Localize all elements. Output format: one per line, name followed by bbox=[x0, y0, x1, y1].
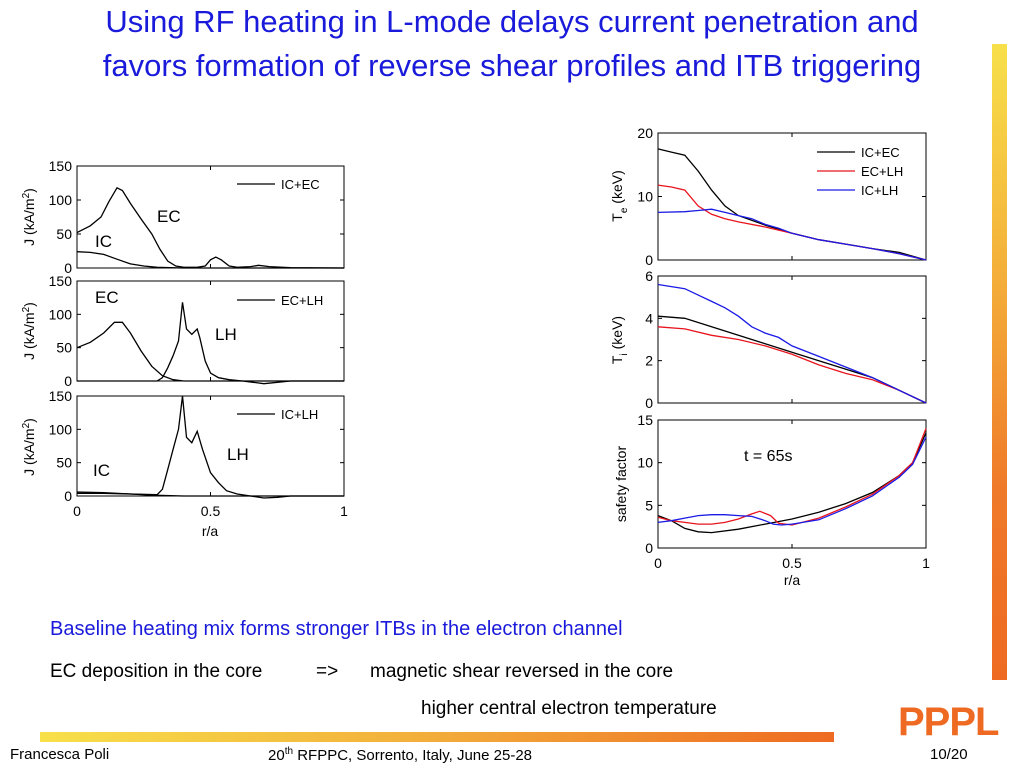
q-ytick-label-2: 10 bbox=[637, 455, 653, 471]
body-line-1-left: EC deposition in the core bbox=[50, 661, 263, 682]
j_ic_lh-ytick-label-3: 150 bbox=[49, 388, 73, 404]
ti-ytick-label-1: 2 bbox=[645, 353, 653, 369]
q-ylabel: safety factor bbox=[613, 446, 629, 523]
j_ic_ec-ylabel: J (kA/m2) bbox=[21, 188, 37, 246]
q-xtick-label-2: 1 bbox=[922, 555, 930, 571]
ti-ylabel: Ti (keV) bbox=[609, 316, 630, 364]
footer-conference: 20th RFPPC, Sorrento, Italy, June 25-28 bbox=[268, 746, 532, 764]
footer-accent-bar bbox=[40, 732, 834, 742]
j_ec_lh-ytick-label-1: 50 bbox=[56, 340, 72, 356]
j_ic_lh-xtick-label-2: 1 bbox=[340, 503, 348, 519]
j_ec_lh-annotation-0: EC bbox=[95, 288, 119, 307]
j_ic_ec-legend-label-0: IC+EC bbox=[281, 177, 320, 192]
ti-ytick-label-2: 4 bbox=[645, 310, 653, 326]
j_ec_lh-ytick-label-3: 150 bbox=[49, 273, 73, 289]
j_ec_lh-legend-label-0: EC+LH bbox=[281, 293, 323, 308]
q-xlabel: r/a bbox=[784, 572, 801, 588]
ti-series-1 bbox=[657, 326, 927, 404]
footer-page-number: 10/20 bbox=[930, 746, 968, 763]
pppl-logo: PPPL bbox=[898, 700, 999, 744]
ti-series-2 bbox=[657, 283, 927, 404]
j_ic_ec-ytick-label-3: 150 bbox=[49, 158, 73, 174]
j_ic_lh-legend-label-0: IC+LH bbox=[281, 407, 318, 422]
title-line-1: Using RF heating in L-mode delays curren… bbox=[105, 4, 919, 39]
te-legend-label-2: IC+LH bbox=[861, 183, 898, 198]
te-ytick-label-2: 20 bbox=[637, 125, 653, 141]
j_ic_lh-xtick-label-0: 0 bbox=[73, 503, 81, 519]
footer-conf-post: RFPPC, Sorrento, Italy, June 25-28 bbox=[293, 747, 533, 764]
j_ic_ec-ytick-label-1: 50 bbox=[56, 226, 72, 242]
j_ec_lh-annotation-1: LH bbox=[215, 325, 237, 344]
ti-ytick-label-0: 0 bbox=[645, 395, 653, 411]
j_ec_lh-ylabel: J (kA/m2) bbox=[21, 302, 37, 360]
j_ic_lh-annotation-1: IC bbox=[93, 461, 110, 480]
q-ytick-label-3: 15 bbox=[637, 412, 653, 428]
body-line-2: higher central electron temperature bbox=[421, 698, 717, 719]
q-series-1 bbox=[657, 428, 927, 526]
q-ytick-label-1: 5 bbox=[645, 497, 653, 513]
j_ec_lh-series-1 bbox=[77, 302, 344, 385]
j_ic_lh-ylabel: J (kA/m2) bbox=[21, 418, 37, 476]
slide-title: Using RF heating in L-mode delays curren… bbox=[0, 0, 1024, 88]
j_ic_ec-ytick-label-0: 0 bbox=[64, 260, 72, 276]
footer-conf-pre: 20 bbox=[268, 747, 285, 764]
j_ic_lh-xlabel: r/a bbox=[202, 523, 219, 539]
j_ic_lh-ytick-label-0: 0 bbox=[64, 488, 72, 504]
te-series-2 bbox=[657, 208, 927, 261]
q-xtick-label-1: 0.5 bbox=[782, 555, 802, 571]
j_ec_lh-ytick-label-2: 100 bbox=[49, 306, 73, 322]
j_ic_ec-annotation-0: EC bbox=[157, 207, 181, 226]
footer-author: Francesca Poli bbox=[10, 746, 110, 763]
j_ic_ec-annotation-1: IC bbox=[95, 232, 112, 251]
j_ic_lh-series-0 bbox=[77, 395, 344, 499]
te-ytick-label-0: 0 bbox=[645, 252, 653, 268]
te-ylabel: Te (keV) bbox=[609, 170, 630, 221]
ti-ytick-label-3: 6 bbox=[645, 268, 653, 284]
subtitle: Baseline heating mix forms stronger ITBs… bbox=[50, 618, 623, 640]
accent-sidebar bbox=[992, 44, 1007, 680]
j_ic_lh-xtick-label-1: 0.5 bbox=[201, 503, 221, 519]
j_ic_lh-ytick-label-2: 100 bbox=[49, 421, 73, 437]
te-legend-label-0: IC+EC bbox=[861, 145, 900, 160]
q-ytick-label-0: 0 bbox=[645, 540, 653, 556]
q-time-annotation: t = 65s bbox=[744, 448, 792, 465]
j_ec_lh-series-0 bbox=[76, 321, 344, 382]
j_ic_lh-series-1 bbox=[76, 491, 344, 497]
te-legend-label-1: EC+LH bbox=[861, 164, 903, 179]
q-series-2 bbox=[657, 436, 927, 526]
title-line-2: favors formation of reverse shear profil… bbox=[102, 48, 922, 83]
j_ec_lh-ytick-label-0: 0 bbox=[64, 373, 72, 389]
j_ic_lh-ytick-label-1: 50 bbox=[56, 455, 72, 471]
j_ic_lh-annotation-0: LH bbox=[227, 445, 249, 464]
j_ic_ec-series-0 bbox=[76, 186, 345, 269]
te-ytick-label-1: 10 bbox=[637, 189, 653, 205]
ti-series-0 bbox=[657, 315, 927, 404]
footer-conf-sup: th bbox=[284, 746, 294, 757]
q-xtick-label-0: 0 bbox=[654, 555, 662, 571]
body-line-1-right: magnetic shear reversed in the core bbox=[370, 661, 674, 682]
j_ic_ec-ytick-label-2: 100 bbox=[49, 192, 73, 208]
j_ic_ec-series-1 bbox=[76, 251, 344, 269]
body-line-1-arrow: => bbox=[316, 661, 339, 682]
